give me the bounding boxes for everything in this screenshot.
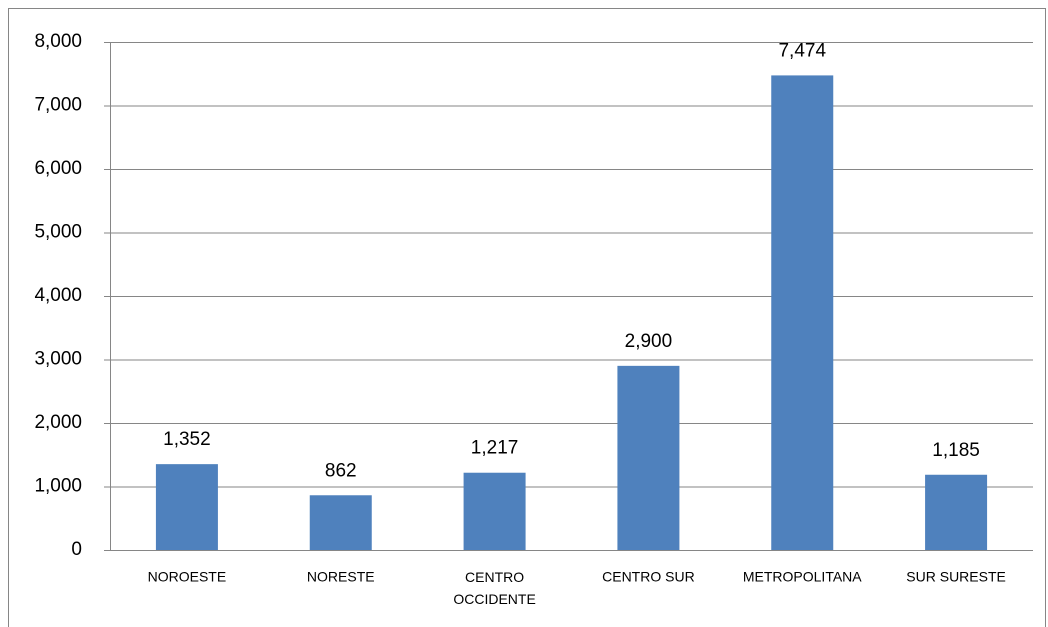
y-tick-label: 1,000: [34, 476, 82, 497]
y-tick-label: 5,000: [34, 222, 82, 243]
y-tick-label: 6,000: [34, 158, 82, 179]
x-tick-label: METROPOLITANA: [743, 569, 862, 585]
y-tick-label: 4,000: [34, 285, 82, 306]
y-tick-label: 7,000: [34, 95, 82, 116]
y-tick-label: 8,000: [34, 31, 82, 52]
x-tick-label: CENTRO SUR: [602, 569, 695, 585]
bar: [617, 365, 680, 550]
x-tick-label: NOROESTE: [148, 569, 227, 585]
bar: [155, 464, 218, 550]
bar: [309, 495, 372, 550]
x-tick-label: SUR SURESTE: [906, 569, 1006, 585]
data-label: 862: [325, 460, 357, 481]
bar: [771, 75, 834, 550]
data-label: 1,217: [471, 438, 519, 459]
bar: [925, 474, 988, 550]
data-label: 2,900: [625, 331, 673, 352]
data-label: 7,474: [778, 40, 826, 61]
x-tick-label: CENTRO OCCIDENTE: [453, 569, 535, 607]
data-label: 1,185: [932, 440, 980, 461]
y-tick-label: 0: [71, 539, 82, 560]
x-tick-label: NORESTE: [307, 569, 375, 585]
y-tick-label: 3,000: [34, 349, 82, 370]
y-tick-label: 2,000: [34, 412, 82, 433]
bar: [463, 472, 526, 550]
data-label: 1,352: [163, 429, 211, 450]
